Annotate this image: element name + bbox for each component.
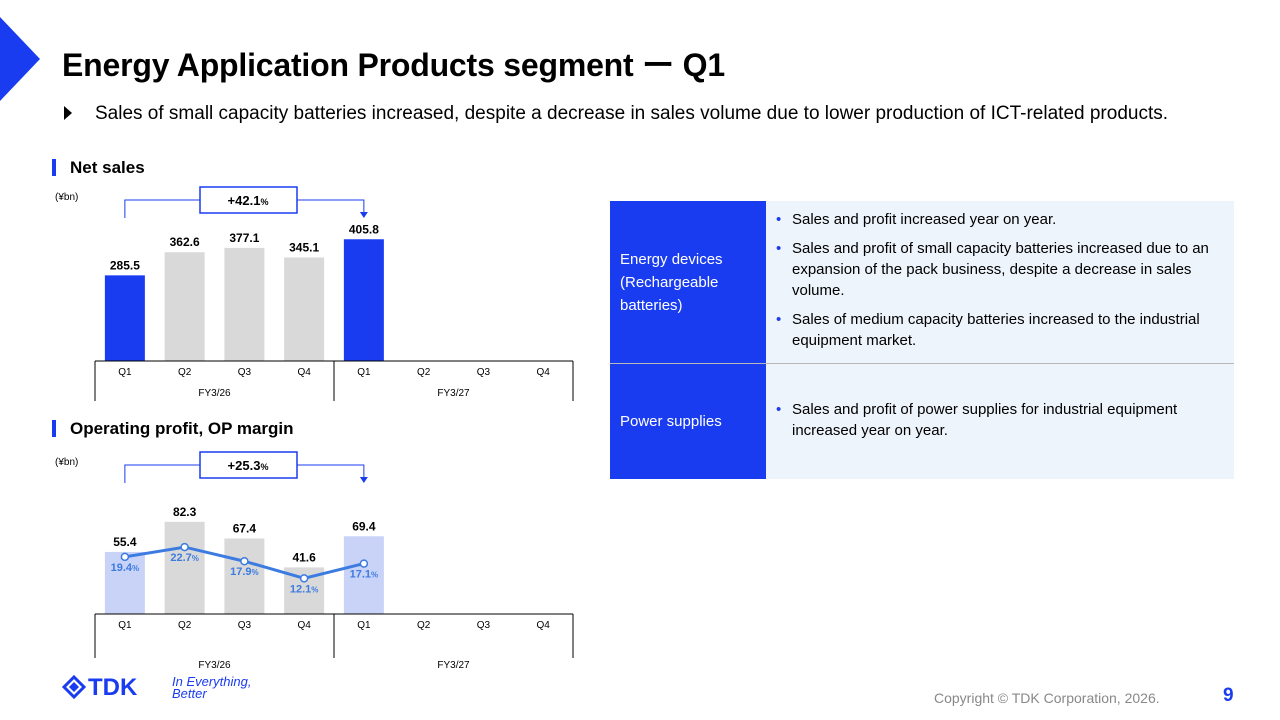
tdk-logo: TDK In Everything, Better [61, 673, 282, 706]
bar-value-label: 41.6 [292, 550, 316, 564]
row-description: Sales and profit increased year on year.… [766, 201, 1234, 364]
margin-label: 17.1% [350, 569, 379, 581]
tick-label: Q1 [118, 620, 132, 631]
chart-bar [343, 536, 384, 614]
growth-label: +25.3% [228, 458, 269, 473]
margin-point [180, 542, 189, 552]
section-marker [52, 159, 56, 176]
tick-label: Q4 [297, 367, 311, 378]
page-title: Energy Application Products segment ー Q1 [62, 47, 725, 83]
tick-label: Q2 [417, 620, 431, 631]
arrow-down-icon [359, 212, 368, 218]
margin-point [299, 574, 309, 583]
growth-box [199, 186, 298, 214]
margin-point [120, 552, 130, 562]
fiscal-year-label: FY3/27 [437, 660, 470, 671]
chart-bar [164, 521, 205, 614]
tick-label: Q4 [536, 620, 550, 631]
tick-label: Q2 [178, 620, 192, 631]
logo-brand: TDK [88, 674, 138, 701]
row-label: Energy devices (Rechargeable batteries) [610, 201, 766, 364]
logo-tagline: Better [172, 686, 207, 701]
bar-value-label: 377.1 [229, 231, 259, 245]
tick-label: Q2 [178, 367, 192, 378]
tick-label: Q1 [357, 367, 371, 378]
tick-label: Q1 [118, 367, 132, 378]
operating-profit-chart: +25.3% 55.4 82.3 67.4 41.6 69.4 19.4% 22.7% 17.9… [94, 451, 574, 671]
fiscal-year-label: FY3/26 [198, 388, 231, 399]
bar-value-label: 405.8 [349, 222, 379, 236]
arrow-down-icon [359, 477, 368, 483]
tick-label: Q4 [297, 620, 311, 631]
operating-profit-unit: (¥bn) [55, 457, 79, 468]
operating-profit-heading: Operating profit, OP margin [70, 419, 294, 438]
tick-label: Q3 [477, 367, 491, 378]
table-row: Power supplies Sales and profit of power… [610, 363, 1234, 479]
tick-label: Q1 [357, 620, 371, 631]
tdk-mark-icon [61, 674, 87, 700]
chart-bar [343, 239, 384, 361]
list-item: Sales of medium capacity batteries incre… [776, 309, 1224, 351]
net-sales-unit: (¥bn) [55, 192, 79, 203]
tick-label: Q4 [536, 367, 550, 378]
margin-label: 22.7% [170, 552, 199, 564]
chart-bar [104, 275, 145, 361]
bar-value-label: 345.1 [289, 240, 319, 254]
tick-label: Q3 [238, 620, 252, 631]
chart-bar [164, 252, 205, 361]
margin-label: 12.1% [290, 583, 319, 595]
copyright-footer: Copyright © TDK Corporation, 2026. [934, 690, 1160, 706]
chart-bar [224, 538, 265, 614]
growth-label: +42.1% [228, 193, 269, 208]
list-item: Sales and profit of small capacity batte… [776, 238, 1224, 301]
net-sales-chart: +42.1% 285.5 362.6 377.1 345.1 405.8 Q1 Q2 Q3 Q4 Q… [94, 186, 574, 401]
list-item: Sales and profit increased year on year. [776, 209, 1224, 230]
bar-value-label: 55.4 [113, 535, 137, 549]
tick-label: Q3 [238, 367, 252, 378]
bar-value-label: 69.4 [352, 519, 376, 533]
margin-label: 19.4% [111, 562, 140, 574]
bar-value-label: 362.6 [170, 235, 200, 249]
section-marker [52, 420, 56, 437]
chart-bar [224, 247, 265, 361]
margin-label: 17.9% [230, 566, 259, 578]
chart-bar [104, 551, 145, 614]
bullet-arrow-icon [64, 106, 72, 120]
row-label: Power supplies [610, 363, 766, 479]
bar-value-label: 67.4 [233, 522, 257, 536]
bar-value-label: 82.3 [173, 505, 197, 519]
tick-label: Q3 [477, 620, 491, 631]
summary-text: Sales of small capacity batteries increa… [95, 103, 1169, 124]
segment-details-table: Energy devices (Rechargeable batteries) … [610, 201, 1234, 479]
page-number: 9 [1223, 685, 1234, 706]
corner-accent-triangle [0, 17, 40, 101]
growth-box [199, 451, 298, 479]
tick-label: Q2 [417, 367, 431, 378]
bar-value-label: 285.5 [110, 258, 140, 272]
fiscal-year-label: FY3/26 [198, 660, 231, 671]
margin-point [359, 559, 369, 568]
fiscal-year-label: FY3/27 [437, 388, 470, 399]
table-row: Energy devices (Rechargeable batteries) … [610, 201, 1234, 364]
chart-bar [284, 257, 325, 361]
margin-point [240, 556, 249, 566]
row-description: Sales and profit of power supplies for i… [766, 363, 1234, 479]
net-sales-heading: Net sales [70, 158, 145, 177]
list-item: Sales and profit of power supplies for i… [776, 399, 1224, 441]
logo-tagline: In Everything, [172, 674, 252, 689]
